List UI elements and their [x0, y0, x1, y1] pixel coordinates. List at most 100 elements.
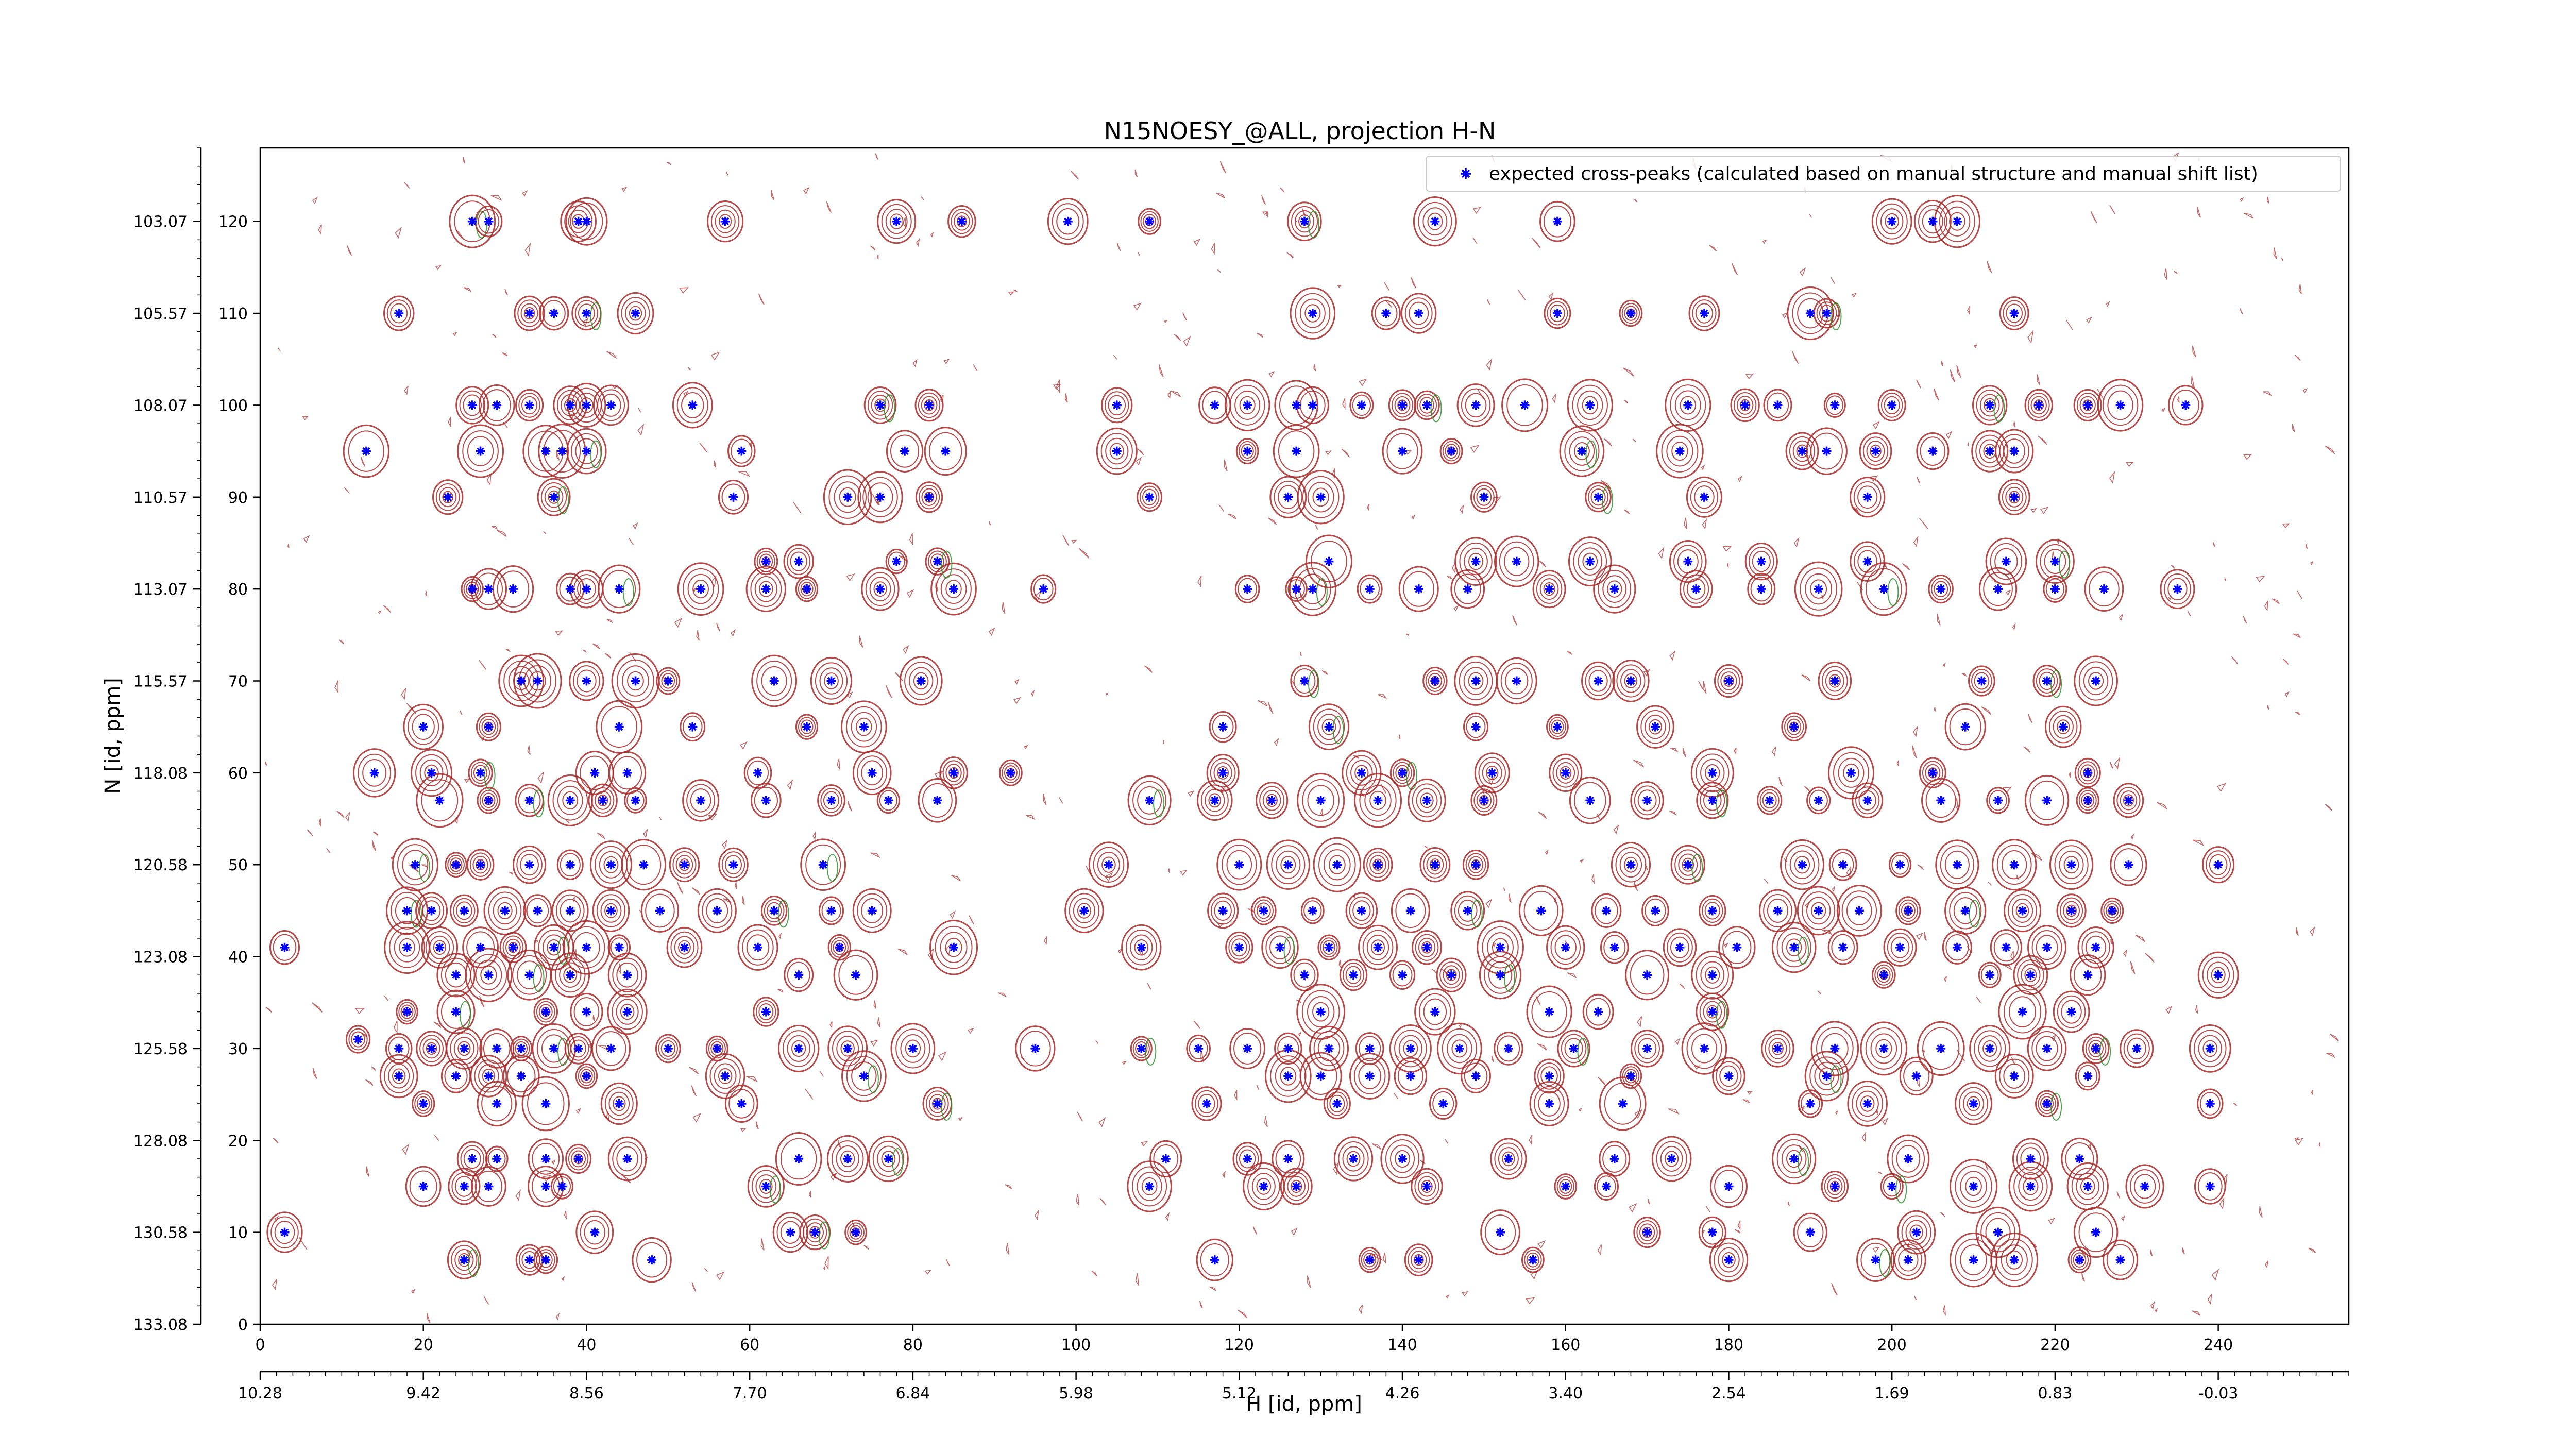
- contour-ring: [1501, 378, 1549, 432]
- cross-peak-point: [2083, 400, 2093, 410]
- contour-ring: [1317, 714, 1341, 740]
- noise-contour: [723, 898, 732, 904]
- contour-ring: [1547, 301, 1568, 326]
- marker-star: [1461, 168, 1471, 179]
- contour-ring: [1969, 1025, 2011, 1072]
- noise-contour: [1526, 1297, 1535, 1305]
- noise-contour: [847, 800, 853, 812]
- marker-star: [2066, 906, 2076, 916]
- cross-peak-point: [435, 942, 445, 952]
- contour-ring: [1885, 213, 1900, 230]
- contour-ring: [1539, 578, 1559, 600]
- contour-ring: [1238, 441, 1257, 462]
- noise-contour: [476, 586, 480, 593]
- contour-ring: [402, 850, 429, 880]
- marker-star: [1707, 796, 1717, 805]
- contour-ring: [563, 967, 578, 983]
- cross-peak-point: [761, 796, 771, 805]
- cross-peak-point: [1430, 216, 1440, 226]
- cross-peak-point: [394, 309, 404, 318]
- marker-star: [2083, 1182, 2093, 1191]
- contour-ring: [828, 475, 867, 519]
- contour-ring: [742, 929, 774, 966]
- contour-ring: [1883, 928, 1917, 967]
- contour-ring: [2070, 954, 2106, 996]
- contour-ring: [1285, 576, 1308, 602]
- noise-contour: [1782, 312, 1788, 319]
- noise-contour: [1398, 734, 1401, 739]
- contour-ring: [1805, 573, 1833, 605]
- contour-ring: [1322, 940, 1336, 955]
- marker-star: [1814, 906, 1823, 916]
- cross-peak-point: [1365, 1043, 1375, 1053]
- marker-star: [1642, 796, 1652, 805]
- contour-ring: [1786, 938, 1802, 957]
- cross-peak-point: [688, 400, 698, 410]
- noise-contour: [2027, 329, 2034, 344]
- y-tick-label: 120: [218, 213, 248, 231]
- contour-ring: [1138, 208, 1162, 235]
- cross-peak-point: [459, 1043, 469, 1053]
- contour-ring: [1603, 935, 1626, 960]
- contour-ring: [1485, 765, 1499, 780]
- cross-peak-point: [1985, 446, 1995, 456]
- contour-ring: [403, 703, 444, 750]
- contour-negative: [1716, 1001, 1727, 1029]
- contour-ring: [1949, 892, 1982, 930]
- contour-ring: [266, 1211, 303, 1253]
- cross-peak-point: [484, 584, 494, 594]
- cross-peak-point: [1960, 722, 1970, 732]
- contour-ring: [1295, 293, 1331, 334]
- contour-ring: [954, 212, 970, 231]
- cross-peak-point: [2205, 1182, 2215, 1191]
- contour-ring: [343, 424, 390, 478]
- contour-ring: [1442, 1028, 1477, 1069]
- noise-contour: [1300, 652, 1302, 656]
- contour-ring: [445, 852, 467, 878]
- contour-ring: [1280, 1067, 1297, 1086]
- noise-contour: [2240, 197, 2244, 202]
- contour-ring: [780, 1138, 817, 1180]
- contour-ring: [570, 203, 603, 241]
- n-ppm-tick-label: 120.58: [133, 856, 188, 874]
- cross-peak-point: [1308, 584, 1317, 594]
- contour-ring: [1674, 849, 1702, 881]
- noise-contour: [1633, 882, 1638, 891]
- marker-star: [2009, 492, 2019, 502]
- contour-ring: [833, 940, 846, 955]
- contour-ring: [1637, 789, 1657, 812]
- noise-contour: [716, 622, 721, 632]
- contour-ring: [1140, 211, 1159, 232]
- contour-ring: [2209, 854, 2228, 875]
- cross-peak-point: [2075, 1154, 2084, 1163]
- contour-ring: [868, 1135, 909, 1183]
- noise-contour: [2001, 963, 2012, 970]
- contour-ring: [2073, 1207, 2119, 1258]
- marker-star: [622, 1007, 632, 1017]
- noise-contour: [2088, 1143, 2092, 1151]
- noise-contour: [903, 217, 907, 229]
- contour-ring: [677, 562, 724, 616]
- contour-ring: [1534, 1086, 1565, 1122]
- marker-star: [728, 492, 738, 502]
- contour-ring: [1560, 766, 1572, 780]
- noise-contour: [837, 1140, 842, 1150]
- contour-ring: [2030, 396, 2047, 415]
- noise-contour: [877, 1017, 881, 1028]
- noise-contour: [1682, 747, 1687, 757]
- contour-ring: [754, 576, 777, 602]
- noise-contour: [265, 1006, 272, 1013]
- noise-contour: [1924, 932, 1927, 941]
- contour-ring: [1717, 668, 1740, 694]
- contour-ring: [2160, 569, 2195, 609]
- contour-ring: [1883, 1176, 1901, 1197]
- contour-ring: [622, 665, 649, 697]
- contour-ring: [1539, 200, 1575, 242]
- contour-ring: [945, 937, 962, 957]
- contour-ring: [1846, 896, 1872, 925]
- noise-contour: [899, 555, 907, 562]
- marker-star: [892, 216, 902, 226]
- cross-peak-point: [1789, 722, 1799, 732]
- contour-ring: [1996, 845, 2032, 885]
- contour-ring: [559, 576, 582, 602]
